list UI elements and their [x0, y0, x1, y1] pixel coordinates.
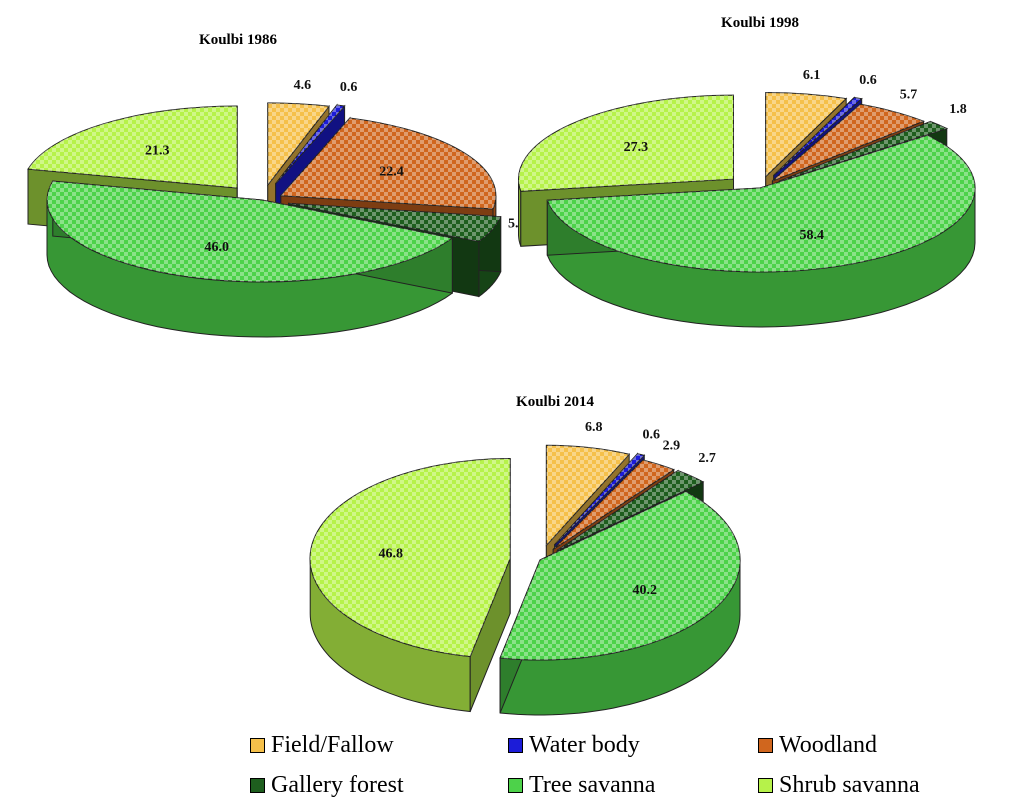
slice-label-water-body: 0.6: [859, 73, 877, 88]
legend-label: Woodland: [779, 732, 878, 758]
slice-label-woodland: 22.4: [379, 164, 404, 179]
legend-label: Shrub savanna: [779, 772, 920, 798]
pie-slice-texture: [554, 453, 645, 545]
pie-slice-texture: [518, 95, 734, 192]
pie-slice-tree-savanna: [46, 180, 454, 338]
legend-swatch-icon: [508, 778, 523, 793]
pie-slice-texture: [765, 92, 847, 177]
pie-slice-texture: [280, 118, 496, 209]
slice-label-woodland: 2.9: [663, 438, 681, 453]
legend-label: Gallery forest: [271, 772, 404, 798]
slice-label-water-body: 0.6: [340, 80, 358, 95]
pie-slice-texture: [547, 135, 976, 272]
slice-label-gallery-forest: 2.7: [698, 451, 716, 466]
slice-label-tree-savanna: 58.4: [799, 228, 824, 243]
slice-label-tree-savanna: 40.2: [633, 583, 658, 598]
legend-item-water-body: Water body: [508, 732, 640, 759]
legend-swatch-icon: [508, 738, 523, 753]
slice-label-shrub-savanna: 27.3: [624, 140, 649, 155]
slice-label-tree-savanna: 46.0: [205, 240, 230, 255]
legend-item-field-fallow: Field/Fallow: [250, 732, 394, 759]
slice-label-gallery-forest: 1.8: [949, 102, 967, 117]
pie-slice-shrub-savanna: [309, 457, 511, 713]
pie-slice-texture: [553, 460, 674, 550]
legend-item-tree-savanna: Tree savanna: [508, 772, 655, 799]
pie-title: Koulbi 2014: [516, 394, 594, 410]
pie-slice-texture: [779, 121, 947, 182]
pie-slice-texture: [275, 105, 345, 184]
slice-label-woodland: 5.7: [900, 87, 918, 102]
pie-slice-texture: [557, 470, 704, 551]
pie-chart-3: Koulbi 2014 6.8 0.62.9 2.7 40.2 46.8: [309, 394, 741, 716]
slice-label-shrub-savanna: 21.3: [145, 143, 170, 158]
legend-swatch-icon: [758, 738, 773, 753]
legend-label: Water body: [529, 732, 640, 758]
pie-slice-tree-savanna: [546, 134, 976, 328]
slice-label-field-fallow: 6.8: [585, 420, 603, 435]
pie-title: Koulbi 1998: [721, 15, 799, 31]
pie-slice-texture: [309, 458, 511, 657]
pie-slice-texture: [773, 97, 862, 176]
pie-slice-texture: [28, 106, 238, 189]
pie-slice-texture: [288, 203, 501, 242]
legend-label: Tree savanna: [529, 772, 656, 798]
pie-slice-texture: [47, 181, 453, 282]
legend-item-gallery-forest: Gallery forest: [250, 772, 404, 799]
pie-slice-texture: [267, 102, 329, 185]
pie-slice-texture: [546, 445, 630, 546]
chart-legend: Field/Fallow Water body Woodland Gallery…: [250, 728, 990, 808]
slice-label-shrub-savanna: 46.8: [379, 547, 404, 562]
pie-title: Koulbi 1986: [199, 32, 277, 48]
legend-swatch-icon: [758, 778, 773, 793]
pie-chart-2: Koulbi 1998 6.1 0.6 5.7 1.8 58.4 27.3: [518, 15, 976, 328]
legend-item-woodland: Woodland: [758, 732, 877, 759]
legend-item-shrub-savanna: Shrub savanna: [758, 772, 920, 799]
legend-label: Field/Fallow: [271, 732, 394, 758]
slice-label-water-body: 0.6: [643, 428, 661, 443]
pie-slice-texture: [772, 104, 924, 181]
pie-slice-tree-savanna: [499, 490, 741, 716]
slice-label-field-fallow: 6.1: [803, 68, 821, 83]
slice-label-field-fallow: 4.6: [294, 78, 312, 93]
legend-swatch-icon: [250, 778, 265, 793]
legend-swatch-icon: [250, 738, 265, 753]
pie-slice-texture: [500, 491, 741, 661]
